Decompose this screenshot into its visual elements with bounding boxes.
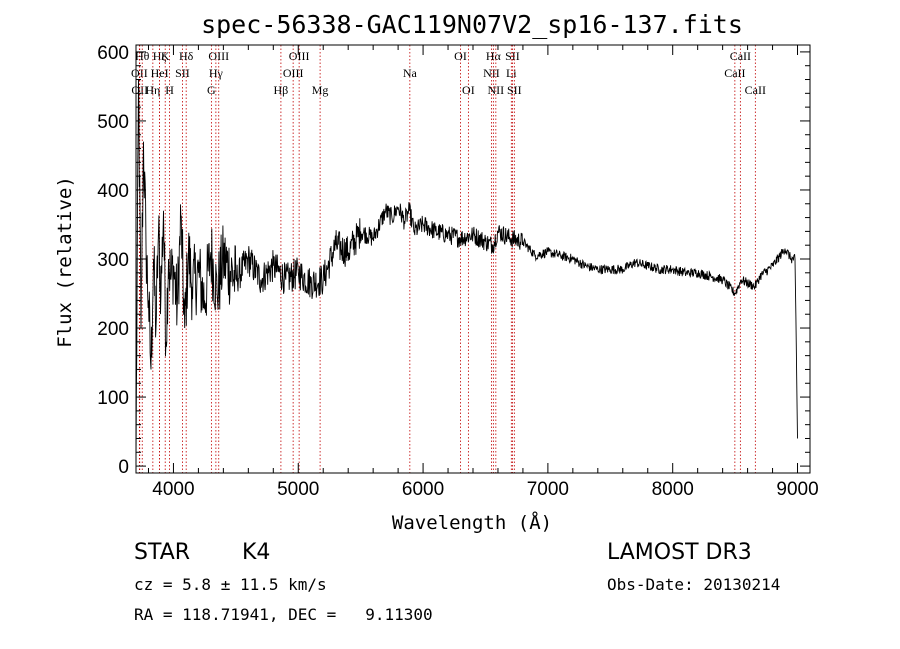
line-label-17: Na: [403, 66, 418, 80]
line-label-27: CaII: [730, 49, 751, 63]
line-label-21: Hα: [486, 49, 502, 63]
axes: 4000 5000 6000 7000 8000 9000 0 100 200 300 400 500…: [97, 43, 818, 500]
line-label-18: OI: [454, 49, 467, 63]
line-label-10: G: [207, 83, 216, 97]
y-tick-label: 400: [97, 181, 129, 202]
line-label-12: OIII: [208, 49, 229, 63]
line-label-26: CaII: [724, 66, 745, 80]
line-label-25: SII: [507, 83, 522, 97]
coordinates-readout: RA = 118.71941, DEC = 9.11300: [134, 605, 433, 624]
line-label-14: OIII: [283, 66, 304, 80]
x-tick-label: 4000: [152, 479, 194, 500]
y-axis-label: Flux (relative): [54, 176, 76, 348]
spectrum-series: [135, 79, 798, 467]
line-label-6: K: [161, 49, 170, 63]
y-tick-label: 500: [97, 112, 129, 133]
line-label-5: HeI: [151, 66, 169, 80]
plot-frame: [135, 44, 811, 474]
x-tick-label: 9000: [776, 479, 818, 500]
chart-title: spec-56338-GAC119N07V2_sp16-137.fits: [201, 10, 743, 39]
object-class: STAR: [134, 540, 191, 565]
x-tick-label: 7000: [527, 479, 569, 500]
line-label-28: CaII: [745, 83, 766, 97]
line-label-16: Mg: [312, 83, 329, 97]
line-label-11: Hγ: [209, 66, 224, 80]
survey-name: LAMOST DR3: [607, 540, 752, 565]
observation-date: Obs-Date: 20130214: [607, 575, 781, 594]
line-label-2: Hθ: [135, 49, 150, 63]
y-tick-label: 300: [97, 250, 129, 271]
redshift-readout: cz = 5.8 ± 11.5 km/s: [134, 575, 327, 594]
series-layer: [135, 79, 798, 467]
x-tick-label: 6000: [402, 479, 444, 500]
line-label-24: SII: [505, 49, 520, 63]
line-label-20: NII: [483, 66, 500, 80]
x-axis-label: Wavelength (Å): [392, 511, 552, 534]
line-label-3: Hη: [145, 83, 160, 97]
y-tick-label: 100: [97, 388, 129, 409]
object-subclass: K4: [242, 540, 271, 565]
line-label-9: Hδ: [179, 49, 194, 63]
x-tick-label: 5000: [277, 479, 319, 500]
line-label-8: SII: [175, 66, 190, 80]
line-label-13: Hβ: [274, 83, 289, 97]
line-label-22: NII: [488, 83, 505, 97]
line-label-23: Li: [506, 66, 517, 80]
line-label-15: OIII: [289, 49, 310, 63]
line-label-7: H: [165, 83, 174, 97]
y-tick-label: 0: [118, 457, 129, 478]
y-tick-label: 600: [97, 43, 129, 64]
y-tick-label: 200: [97, 319, 129, 340]
x-tick-label: 8000: [652, 479, 694, 500]
line-label-19: OI: [462, 83, 475, 97]
